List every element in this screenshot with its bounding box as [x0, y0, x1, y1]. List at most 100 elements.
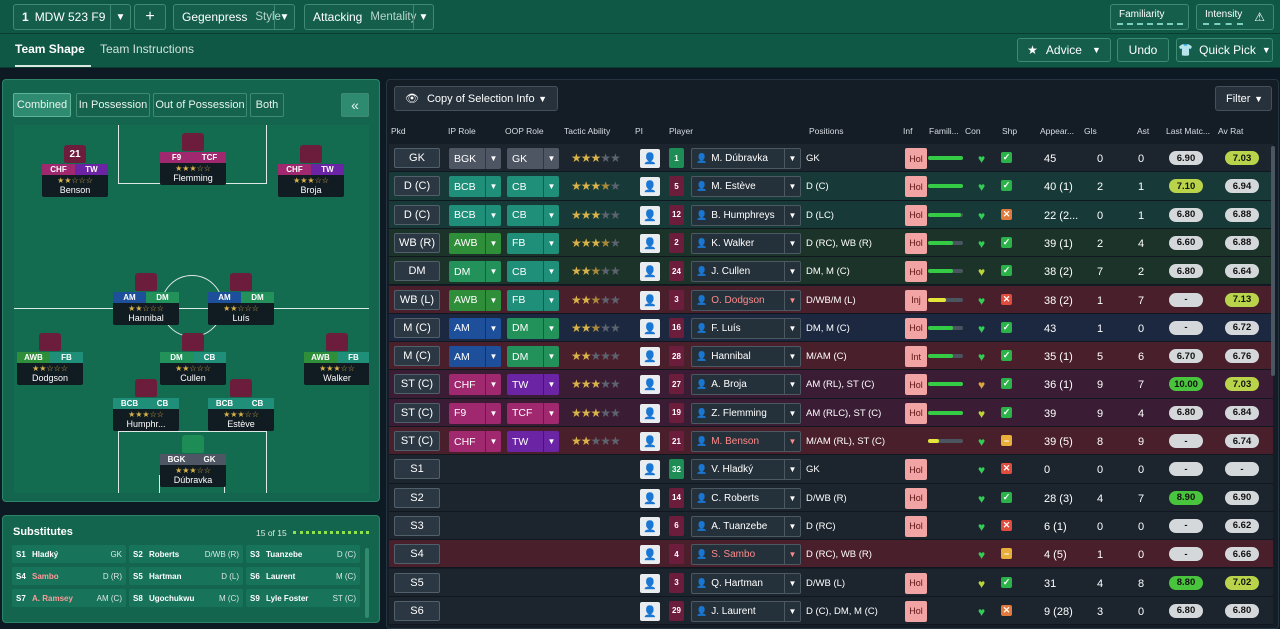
player-instructions-icon[interactable]: 👤: [640, 375, 660, 395]
pkd-button[interactable]: DM: [394, 261, 440, 282]
table-row[interactable]: M (C) AM ▼ DM ▼ ★★★★★ 👤 28 👤 Hannibal ▼ M/AM (C) Int…: [389, 342, 1273, 371]
player-instructions-icon[interactable]: 👤: [640, 573, 660, 593]
squad-selector[interactable]: 1 MDW 523 F9 ▼: [13, 4, 131, 30]
table-row[interactable]: ST (C) CHF ▼ TW ▼ ★★★★★ 👤 21 👤 M. Benson ▼ M/AM (RL…: [389, 427, 1273, 456]
column-header[interactable]: IP Role: [448, 126, 476, 136]
pkd-button[interactable]: WB (R): [394, 232, 440, 253]
table-row[interactable]: WB (R) AWB ▼ FB ▼ ★★★★★ 👤 2 👤 K. Walker ▼ D (RC), W…: [389, 228, 1273, 258]
player-instructions-icon[interactable]: 👤: [640, 262, 660, 282]
table-row[interactable]: DM DM ▼ CB ▼ ★★★★★ 👤 24 👤 J. Cullen ▼ DM, M (C) Hol ♥…: [389, 257, 1273, 286]
ip-role-select[interactable]: CHF ▼: [449, 431, 501, 452]
player-select[interactable]: 👤 F. Luís ▼: [691, 317, 801, 339]
player-instructions-icon[interactable]: 👤: [640, 601, 660, 621]
pkd-button[interactable]: WB (L): [394, 289, 440, 310]
column-header[interactable]: Ast: [1137, 126, 1150, 136]
pkd-button[interactable]: ST (C): [394, 402, 440, 423]
sub-item[interactable]: S3 Tuanzebe D (C): [246, 545, 360, 563]
pkd-button[interactable]: GK: [394, 148, 440, 168]
sub-item[interactable]: S6 Laurent M (C): [246, 567, 360, 585]
column-header[interactable]: Inf: [903, 126, 913, 136]
player-instructions-icon[interactable]: 👤: [640, 403, 660, 423]
info-badge[interactable]: Hol: [905, 232, 927, 254]
pkd-button[interactable]: D (C): [394, 204, 440, 225]
pitch-player-card[interactable]: CHF TW ★★★☆☆ Broja: [278, 145, 344, 197]
sub-item[interactable]: S1 Hladký GK: [12, 545, 126, 563]
column-header[interactable]: Pkd: [391, 126, 406, 136]
sub-item[interactable]: S8 Ugochukwu M (C): [129, 589, 243, 607]
oop-role-select[interactable]: CB ▼: [507, 176, 559, 198]
info-badge[interactable]: Hol: [905, 317, 927, 339]
tab-in-possession[interactable]: In Possession: [76, 93, 150, 117]
pkd-button[interactable]: S1: [394, 459, 440, 480]
pkd-button[interactable]: M (C): [394, 346, 440, 367]
player-instructions-icon[interactable]: 👤: [640, 149, 660, 168]
ip-role-select[interactable]: AM ▼: [449, 317, 501, 339]
table-row[interactable]: S6 👤 29 👤 J. Laurent ▼ D (C), DM, M (C) Hol ♥ ✕ 9 …: [389, 596, 1273, 626]
pkd-button[interactable]: S5: [394, 572, 440, 593]
info-badge[interactable]: Int: [905, 346, 927, 368]
player-select[interactable]: 👤 M. Benson ▼: [691, 431, 801, 452]
pitch-player-card[interactable]: AM DM ★★☆☆☆ Luís: [208, 273, 274, 325]
intensity-meter[interactable]: Intensity ⚠: [1196, 4, 1274, 30]
player-select[interactable]: 👤 V. Hladký ▼: [691, 459, 801, 481]
player-select[interactable]: 👤 Q. Hartman ▼: [691, 572, 801, 594]
table-scrollbar[interactable]: [1271, 146, 1275, 376]
advice-button[interactable]: ★ Advice ▼: [1017, 38, 1111, 62]
oop-role-select[interactable]: TCF ▼: [507, 402, 559, 424]
player-select[interactable]: 👤 J. Laurent ▼: [691, 600, 801, 622]
ip-role-select[interactable]: CHF ▼: [449, 374, 501, 396]
ip-role-select[interactable]: BCB ▼: [449, 204, 501, 226]
ip-role-select[interactable]: AWB ▼: [449, 232, 501, 254]
player-instructions-icon[interactable]: 👤: [640, 432, 660, 451]
player-instructions-icon[interactable]: 👤: [640, 233, 660, 253]
ip-role-select[interactable]: AM ▼: [449, 346, 501, 368]
info-badge[interactable]: Inj: [905, 289, 927, 311]
info-badge[interactable]: Hol: [905, 600, 927, 622]
pitch-player-card[interactable]: F9 TCF ★★★☆☆ Flemming: [160, 133, 226, 185]
column-header[interactable]: Av Rat: [1218, 126, 1244, 136]
table-row[interactable]: WB (L) AWB ▼ FB ▼ ★★★★★ 👤 3 👤 O. Dodgson ▼ D/WB/M (…: [389, 285, 1273, 314]
pitch-player-card[interactable]: 21 CHF TW ★★☆☆☆ Benson: [42, 145, 108, 197]
column-header[interactable]: Shp: [1002, 126, 1018, 136]
pitch-player-card[interactable]: AWB FB ★★☆☆☆ Dodgson: [17, 333, 83, 385]
ip-role-select[interactable]: BGK ▼: [449, 148, 501, 169]
pitch-player-card[interactable]: BCB CB ★★★☆☆ Humphr...: [113, 379, 179, 431]
tab-both[interactable]: Both: [250, 93, 284, 117]
player-select[interactable]: 👤 M. Dúbravka ▼: [691, 148, 801, 169]
player-instructions-icon[interactable]: 👤: [640, 516, 660, 536]
info-badge[interactable]: Hol: [905, 459, 927, 481]
info-badge[interactable]: Hol: [905, 515, 927, 537]
column-header[interactable]: Gls: [1084, 126, 1097, 136]
player-instructions-icon[interactable]: 👤: [640, 545, 660, 565]
pkd-button[interactable]: D (C): [394, 176, 440, 197]
player-select[interactable]: 👤 Z. Flemming ▼: [691, 402, 801, 424]
player-select[interactable]: 👤 S. Sambo ▼: [691, 544, 801, 566]
oop-role-select[interactable]: FB ▼: [507, 289, 559, 311]
table-row[interactable]: D (C) BCB ▼ CB ▼ ★★★★★ 👤 5 👤 M. Estève ▼ D (C) Hol ♥ ✓…: [389, 172, 1273, 201]
table-row[interactable]: M (C) AM ▼ DM ▼ ★★★★★ 👤 16 👤 F. Luís ▼ DM, M (C) Hol…: [389, 313, 1273, 343]
table-row[interactable]: S3 👤 6 👤 A. Tuanzebe ▼ D (RC) Hol ♥ ✕ 6 (1) 0 0-6.62: [389, 511, 1273, 541]
player-instructions-icon[interactable]: 👤: [640, 488, 660, 508]
pkd-button[interactable]: S4: [394, 544, 440, 565]
column-header[interactable]: Positions: [809, 126, 844, 136]
player-select[interactable]: 👤 Hannibal ▼: [691, 346, 801, 368]
oop-role-select[interactable]: GK ▼: [507, 148, 559, 169]
oop-role-select[interactable]: DM ▼: [507, 317, 559, 339]
add-tactic-button[interactable]: +: [134, 4, 166, 30]
familiarity-meter[interactable]: Familiarity: [1110, 4, 1189, 30]
table-row[interactable]: S5 👤 3 👤 Q. Hartman ▼ D/WB (L) Hol ♥ ✓ 31 4 8 8.80 7.0…: [389, 568, 1273, 597]
oop-role-select[interactable]: CB ▼: [507, 204, 559, 226]
tab-out-of-possession[interactable]: Out of Possession: [153, 93, 247, 117]
info-badge[interactable]: Hol: [905, 176, 927, 198]
tab-team-shape[interactable]: Team Shape: [15, 34, 91, 67]
quick-pick-button[interactable]: 👕 Quick Pick ▼: [1176, 38, 1273, 62]
info-badge[interactable]: Hol: [905, 402, 927, 424]
table-row[interactable]: S4 👤 4 👤 S. Sambo ▼ D (RC), WB (R) ♥ −4 (5) 1 0-6.…: [389, 540, 1273, 569]
sub-item[interactable]: S9 Lyle Foster ST (C): [246, 589, 360, 607]
pitch-player-card[interactable]: DM CB ★★☆☆☆ Cullen: [160, 333, 226, 385]
column-header[interactable]: OOP Role: [505, 126, 544, 136]
column-header[interactable]: Con: [965, 126, 981, 136]
pkd-button[interactable]: ST (C): [394, 431, 440, 451]
tab-combined[interactable]: Combined: [13, 93, 71, 117]
player-select[interactable]: 👤 A. Broja ▼: [691, 374, 801, 396]
